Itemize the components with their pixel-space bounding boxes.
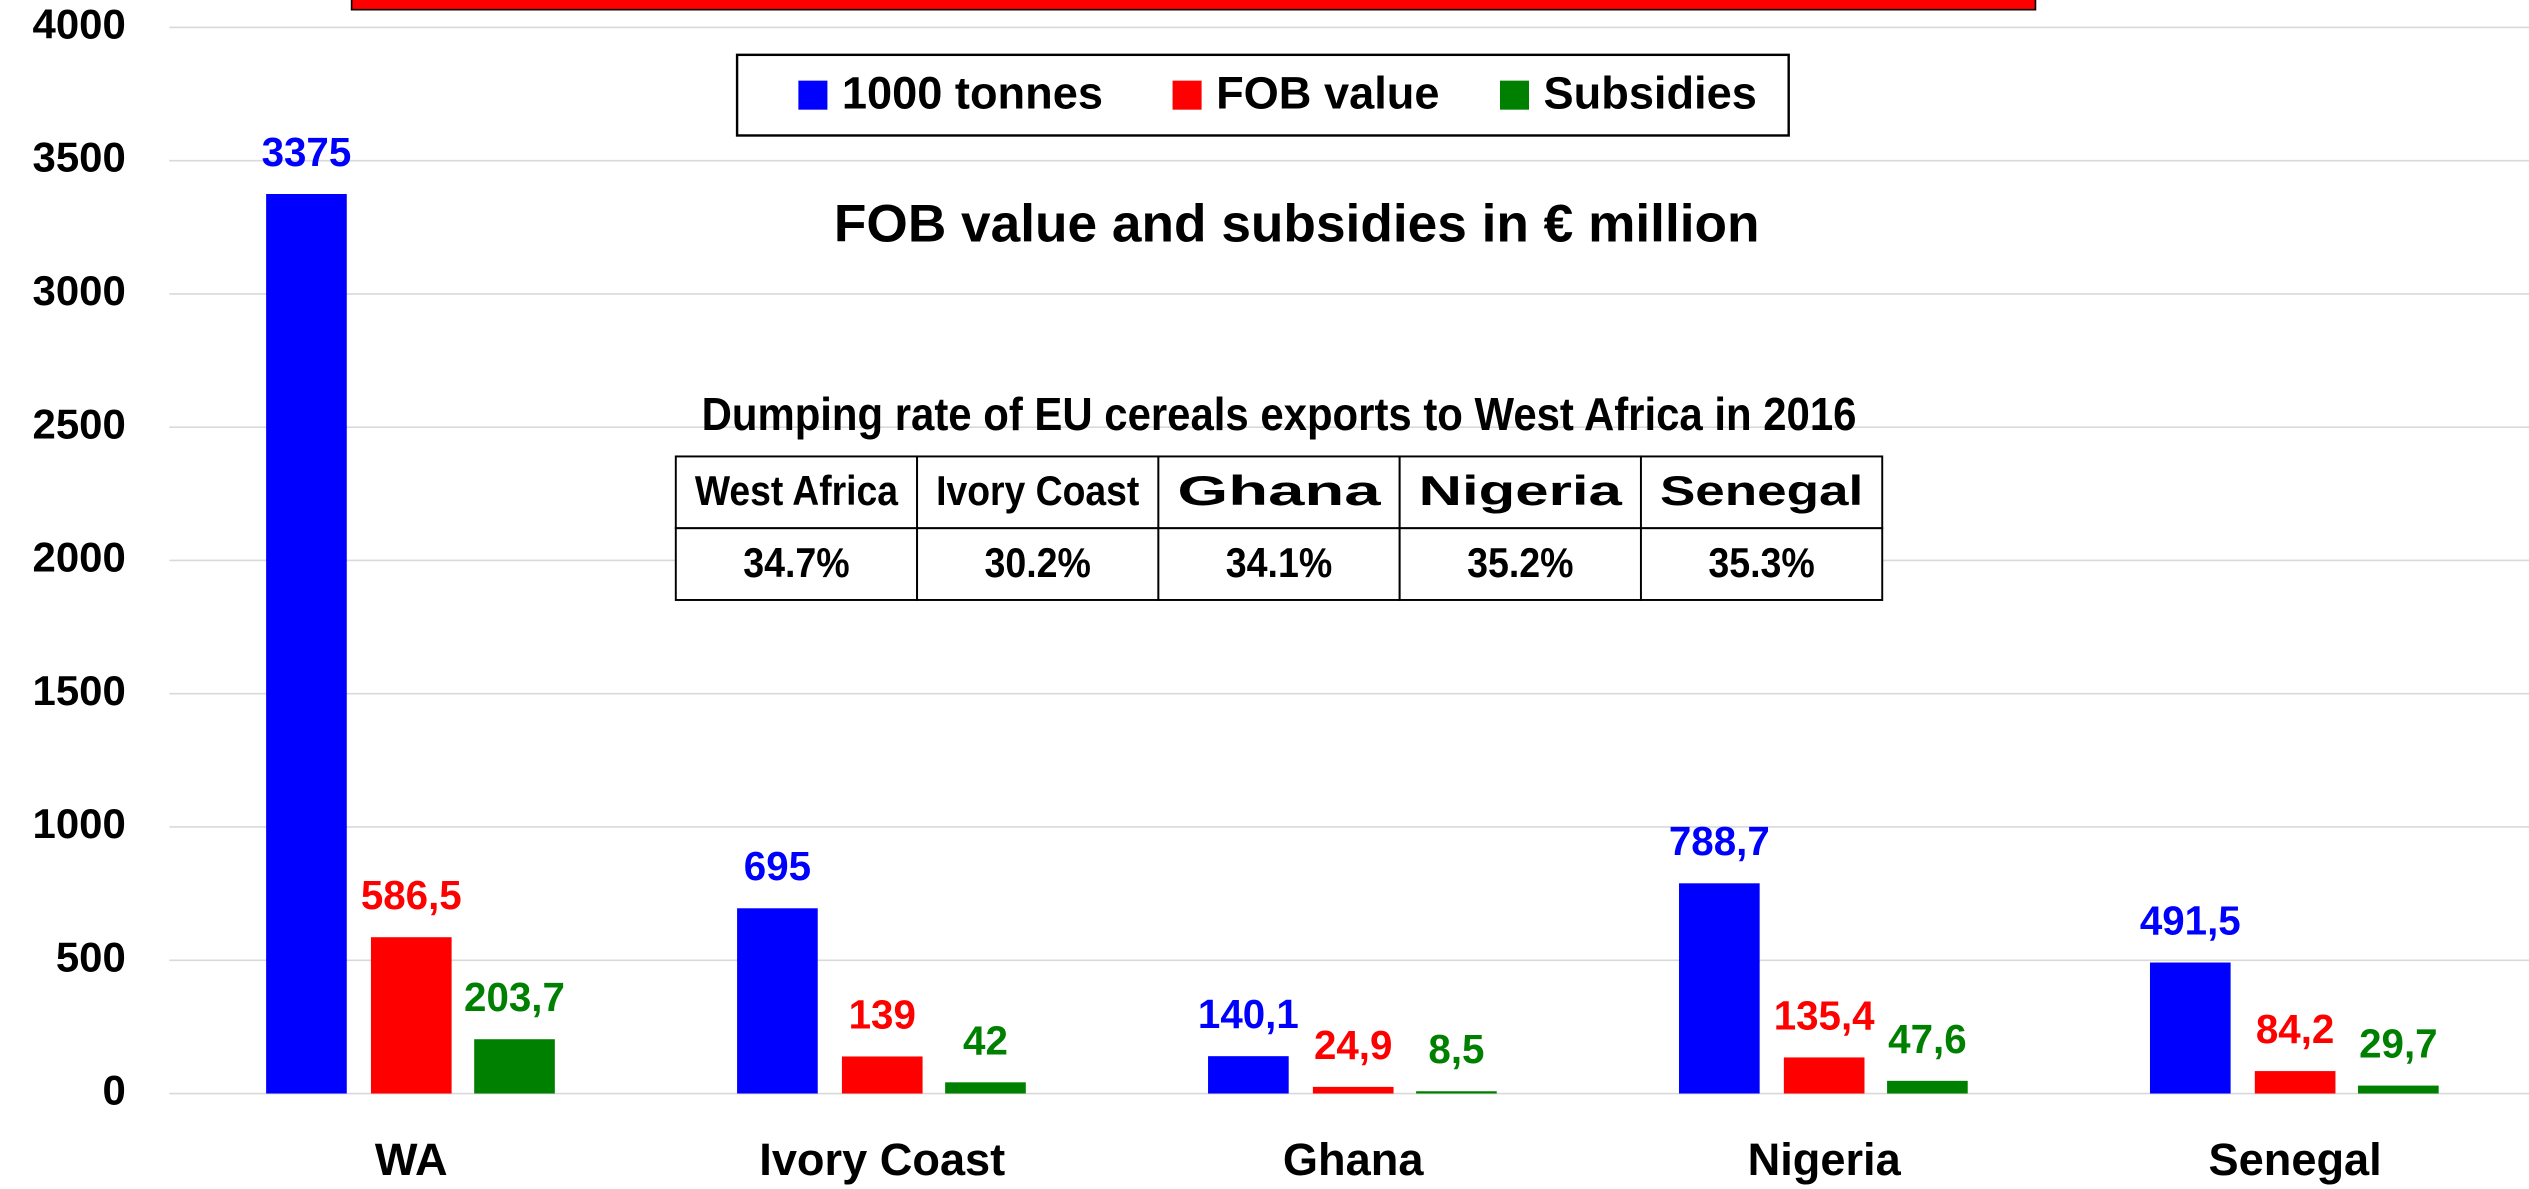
data-label: 139 bbox=[849, 991, 916, 1037]
y-tick-label: 3000 bbox=[33, 267, 126, 314]
annotation: FOB value and subsidies in € million bbox=[834, 194, 1760, 253]
bar bbox=[1208, 1056, 1289, 1094]
data-label: 135,4 bbox=[1774, 992, 1875, 1038]
data-label: 42 bbox=[963, 1017, 1008, 1063]
table-cell bbox=[1398, 527, 1642, 601]
legend-swatch bbox=[1499, 80, 1530, 110]
legend-swatch bbox=[798, 80, 828, 110]
bar bbox=[1679, 883, 1760, 1094]
x-tick-label: WA bbox=[375, 1134, 448, 1185]
bar bbox=[1887, 1080, 1968, 1094]
bar bbox=[945, 1082, 1026, 1094]
table-text: Ivory Coast bbox=[936, 467, 1139, 514]
table-text: Ghana bbox=[1177, 467, 1381, 514]
data-label: 29,7 bbox=[2359, 1021, 2437, 1067]
legend-label: 1000 tonnes bbox=[842, 68, 1103, 119]
y-tick-label: 1000 bbox=[33, 800, 126, 847]
table-text: 34.1% bbox=[1226, 539, 1332, 586]
y-tick-label: 500 bbox=[56, 933, 126, 980]
data-label: 695 bbox=[744, 843, 811, 889]
legend-label: FOB value bbox=[1216, 68, 1439, 119]
data-label: 47,6 bbox=[1888, 1016, 1966, 1062]
bar bbox=[1312, 1086, 1394, 1094]
data-label: 586,5 bbox=[361, 872, 462, 918]
table-text: Senegal bbox=[1660, 467, 1863, 514]
bar bbox=[474, 1039, 555, 1094]
y-tick-label: 4000 bbox=[33, 0, 126, 47]
table-cell bbox=[674, 527, 919, 601]
bar bbox=[1783, 1057, 1865, 1094]
legend-box bbox=[735, 53, 1790, 137]
data-label: 3375 bbox=[262, 129, 352, 175]
bar bbox=[1416, 1091, 1497, 1094]
x-tick-label: Nigeria bbox=[1748, 1134, 1902, 1185]
data-label: 8,5 bbox=[1428, 1026, 1484, 1072]
bar bbox=[2358, 1085, 2439, 1094]
y-tick-label: 3500 bbox=[33, 134, 126, 181]
bar bbox=[2149, 962, 2231, 1094]
bar bbox=[2254, 1071, 2336, 1094]
table-text: West Africa bbox=[695, 467, 899, 514]
table-cell bbox=[1157, 527, 1401, 601]
y-tick-label: 0 bbox=[102, 1067, 125, 1114]
bar bbox=[266, 193, 347, 1094]
table-cell bbox=[916, 527, 1160, 601]
legend-swatch bbox=[1172, 80, 1202, 110]
table-title: Dumping rate of EU cereals exports to We… bbox=[702, 388, 1857, 440]
table-cell bbox=[1639, 455, 1884, 530]
table-text: 30.2% bbox=[985, 539, 1091, 586]
legend-label: Subsidies bbox=[1544, 68, 1757, 119]
y-tick-label: 2000 bbox=[33, 534, 126, 581]
table-cell bbox=[1639, 527, 1884, 601]
data-label: 788,7 bbox=[1669, 818, 1770, 864]
data-label: 491,5 bbox=[2140, 897, 2241, 943]
x-tick-label: Senegal bbox=[2209, 1134, 2382, 1185]
table-text: 35.2% bbox=[1467, 539, 1573, 586]
y-tick-label: 1500 bbox=[33, 667, 126, 714]
table-text: 35.3% bbox=[1708, 539, 1814, 586]
data-label: 84,2 bbox=[2256, 1006, 2334, 1052]
bar bbox=[737, 908, 818, 1094]
data-label: 24,9 bbox=[1314, 1022, 1392, 1068]
data-label: 203,7 bbox=[464, 974, 565, 1020]
x-tick-label: Ghana bbox=[1283, 1134, 1424, 1185]
data-label: 140,1 bbox=[1198, 991, 1299, 1037]
table-text: 34.7% bbox=[743, 539, 849, 586]
x-tick-label: Ivory Coast bbox=[759, 1134, 1005, 1185]
bar bbox=[841, 1056, 923, 1094]
bar bbox=[370, 937, 452, 1094]
y-tick-label: 2500 bbox=[33, 400, 126, 447]
top-banner bbox=[350, 0, 2037, 11]
table-text: Nigeria bbox=[1419, 467, 1623, 514]
